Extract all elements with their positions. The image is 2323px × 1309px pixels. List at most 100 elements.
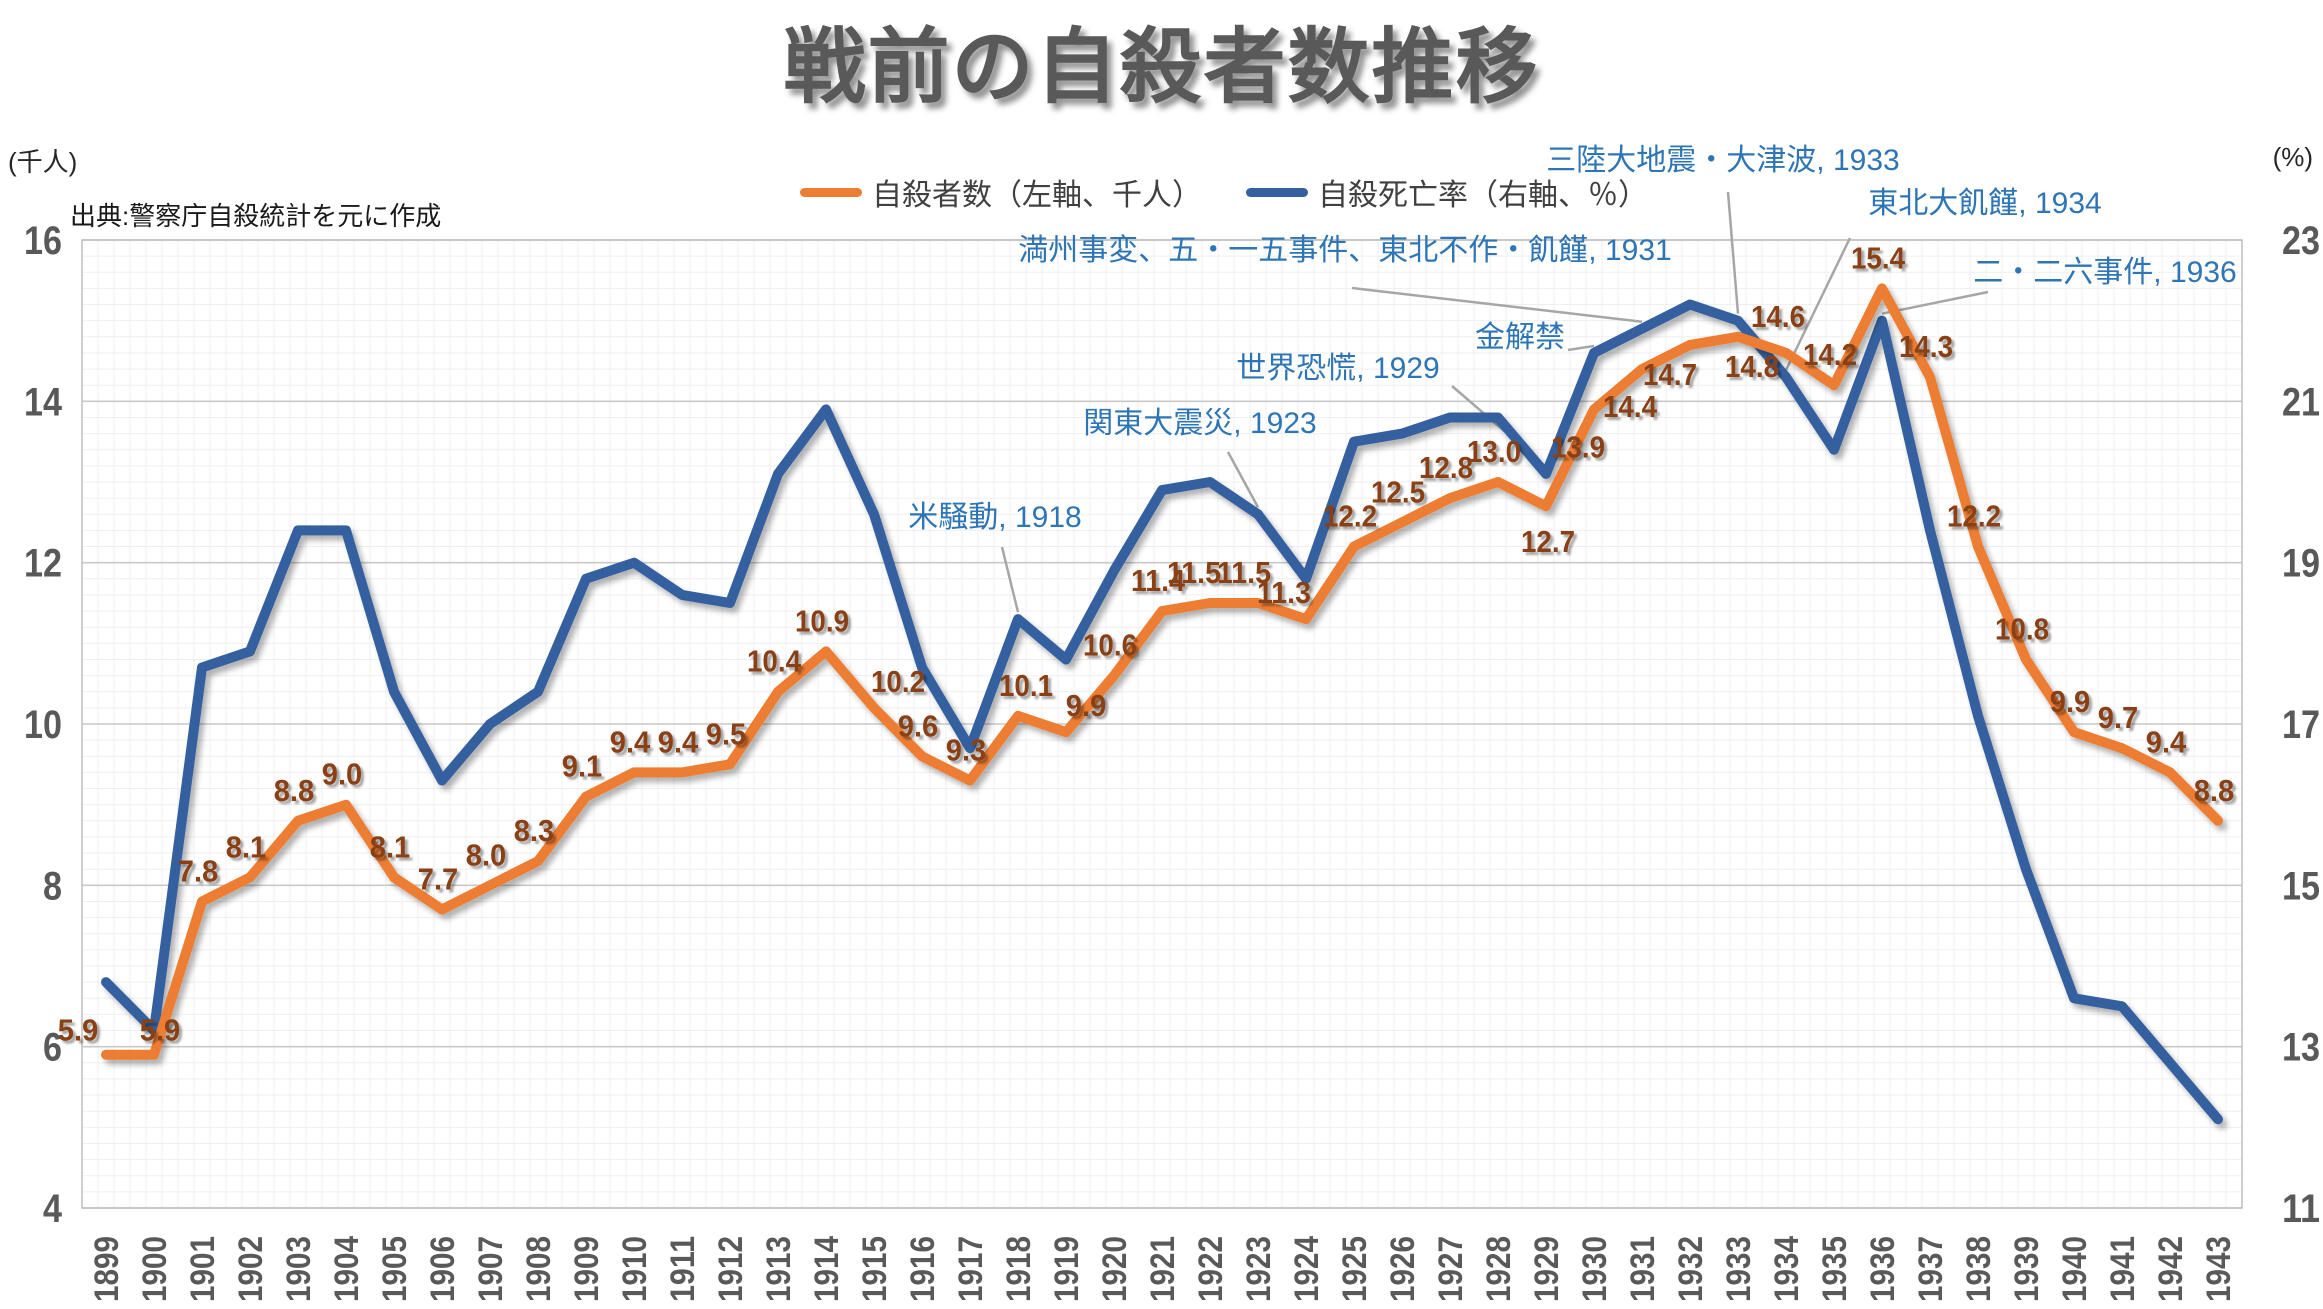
plot-grid: [81, 239, 2243, 1209]
x-axis-label: 1928: [1480, 1236, 1518, 1302]
y-axis-right-label: 15: [2282, 864, 2320, 908]
x-axis-label: 1918: [1000, 1236, 1038, 1302]
leader-line: [1726, 191, 1740, 314]
data-label: 10.6: [1083, 628, 1137, 663]
source-note: 出典:警察庁自殺統計を元に作成: [70, 201, 442, 231]
x-axis-label: 1919: [1048, 1236, 1086, 1302]
x-axis-label: 1941: [2104, 1236, 2142, 1302]
x-axis-label: 1922: [1192, 1236, 1230, 1302]
chart-title: 戦前の自殺者数推移: [783, 22, 1540, 113]
x-axis-label: 1909: [568, 1236, 606, 1302]
left-axis-unit: (千人): [8, 147, 78, 177]
x-axis-label: 1900: [136, 1236, 174, 1302]
data-label: 11.3: [1257, 575, 1311, 610]
leader-line: [1351, 286, 1643, 323]
x-axis-label: 1931: [1624, 1236, 1662, 1302]
data-label: 11.5: [1167, 555, 1221, 590]
annotation-label: 金解禁: [1475, 321, 1565, 354]
data-label: 10.9: [795, 603, 849, 638]
leader-line: [1567, 344, 1595, 352]
data-label: 9.0: [322, 757, 363, 792]
y-axis-left-label: 8: [43, 864, 62, 908]
data-label: 14.4: [1603, 389, 1658, 424]
x-axis-label: 1906: [424, 1236, 462, 1302]
right-axis-unit: (%): [2272, 142, 2313, 172]
data-label: 15.4: [1851, 240, 1906, 275]
data-label: 12.2: [1947, 499, 2001, 534]
data-label: 9.4: [2146, 724, 2187, 759]
y-axis-right-label: 19: [2282, 542, 2320, 586]
data-label: 8.1: [226, 829, 267, 864]
data-label: 7.8: [178, 853, 219, 888]
x-axis-label: 1921: [1144, 1236, 1182, 1302]
x-axis-label: 1934: [1768, 1236, 1806, 1302]
annotation-label: 満州事変、五・一五事件、東北不作・飢饉, 1931: [1018, 234, 1671, 267]
x-axis-label: 1933: [1720, 1236, 1758, 1302]
x-axis-label: 1937: [1912, 1236, 1950, 1302]
annotation-label: 世界恐慌, 1929: [1236, 352, 1439, 385]
annotations: 米騒動, 1918 関東大震災, 1923 世界恐慌, 1929 金解禁 満州事変、五・…: [908, 144, 2236, 534]
x-axis-label: 1938: [1960, 1236, 1998, 1302]
legend: 自殺者数（左軸、千人） 自殺死亡率（右軸、％）: [800, 170, 1648, 214]
data-label: 8.8: [274, 773, 315, 808]
data-label: 9.9: [2050, 684, 2091, 719]
x-axis-label: 1936: [1864, 1236, 1902, 1302]
suicide-count-line: [101, 283, 2223, 1060]
data-label: 8.8: [2194, 773, 2235, 808]
y-axis-right-label: 13: [2282, 1026, 2320, 1070]
data-label: 13.9: [1551, 429, 1605, 464]
rate-line-swatch: [1246, 187, 1308, 197]
data-label: 11.5: [1217, 555, 1271, 590]
data-label: 5.9: [140, 1013, 181, 1048]
data-label: 14.7: [1643, 357, 1697, 392]
legend-label-rate: 自殺死亡率（右軸、％）: [1318, 179, 1648, 212]
x-axis-label: 1916: [904, 1236, 942, 1302]
y-axis-left-label: 4: [43, 1187, 63, 1231]
data-label: 10.4: [747, 644, 802, 679]
x-axis-label: 1904: [328, 1236, 366, 1302]
suicide-rate-line: [101, 299, 2223, 1125]
x-axis-label: 1912: [712, 1236, 750, 1302]
y-axis-right-label: 23: [2282, 219, 2320, 263]
y-axis-left-label: 10: [24, 703, 62, 747]
x-axis-label: 1908: [520, 1236, 558, 1302]
x-axis-label: 1930: [1576, 1236, 1614, 1302]
y-axis-left-label: 16: [24, 219, 62, 263]
x-axis-label: 1917: [952, 1236, 990, 1302]
x-axis-label: 1926: [1384, 1236, 1422, 1302]
legend-item-count: 自殺者数（左軸、千人）: [800, 170, 1202, 214]
data-label: 12.8: [1419, 450, 1473, 485]
x-axis-label: 1905: [376, 1236, 414, 1302]
x-axis-label: 1914: [808, 1236, 846, 1302]
x-axis-label: 1935: [1816, 1236, 1854, 1302]
data-label: 9.3: [946, 732, 987, 767]
x-axis-label: 1901: [184, 1236, 222, 1302]
x-axis-label: 1902: [232, 1236, 270, 1302]
data-label: 10.2: [871, 664, 925, 699]
data-label: 13.0: [1467, 434, 1521, 469]
leader-line: [1000, 546, 1020, 613]
x-axis-label: 1911: [664, 1236, 702, 1302]
data-label: 8.3: [514, 813, 555, 848]
data-label: 14.3: [1899, 329, 1953, 364]
data-label: 10.1: [999, 668, 1053, 703]
x-axis-label: 1925: [1336, 1236, 1374, 1302]
y-axis-left-label: 14: [24, 380, 63, 424]
data-label: 12.5: [1371, 474, 1425, 509]
x-axis-label: 1940: [2056, 1236, 2094, 1302]
y-axis-right-label: 17: [2282, 703, 2320, 747]
x-axis-label: 1910: [616, 1236, 654, 1302]
legend-label-count: 自殺者数（左軸、千人）: [872, 179, 1202, 212]
x-axis-label: 1927: [1432, 1236, 1470, 1302]
y-axis-left-label: 6: [43, 1026, 62, 1070]
data-label: 8.0: [466, 837, 507, 872]
x-axis-label: 1932: [1672, 1236, 1710, 1302]
leader-line: [1784, 237, 1852, 371]
data-label: 9.7: [2098, 700, 2139, 735]
annotation-label: 東北大飢饉, 1934: [1868, 187, 2101, 220]
annotation-label: 米騒動, 1918: [908, 501, 1081, 534]
y-axis-left-label: 12: [24, 542, 62, 586]
data-label: 12.2: [1323, 499, 1377, 534]
